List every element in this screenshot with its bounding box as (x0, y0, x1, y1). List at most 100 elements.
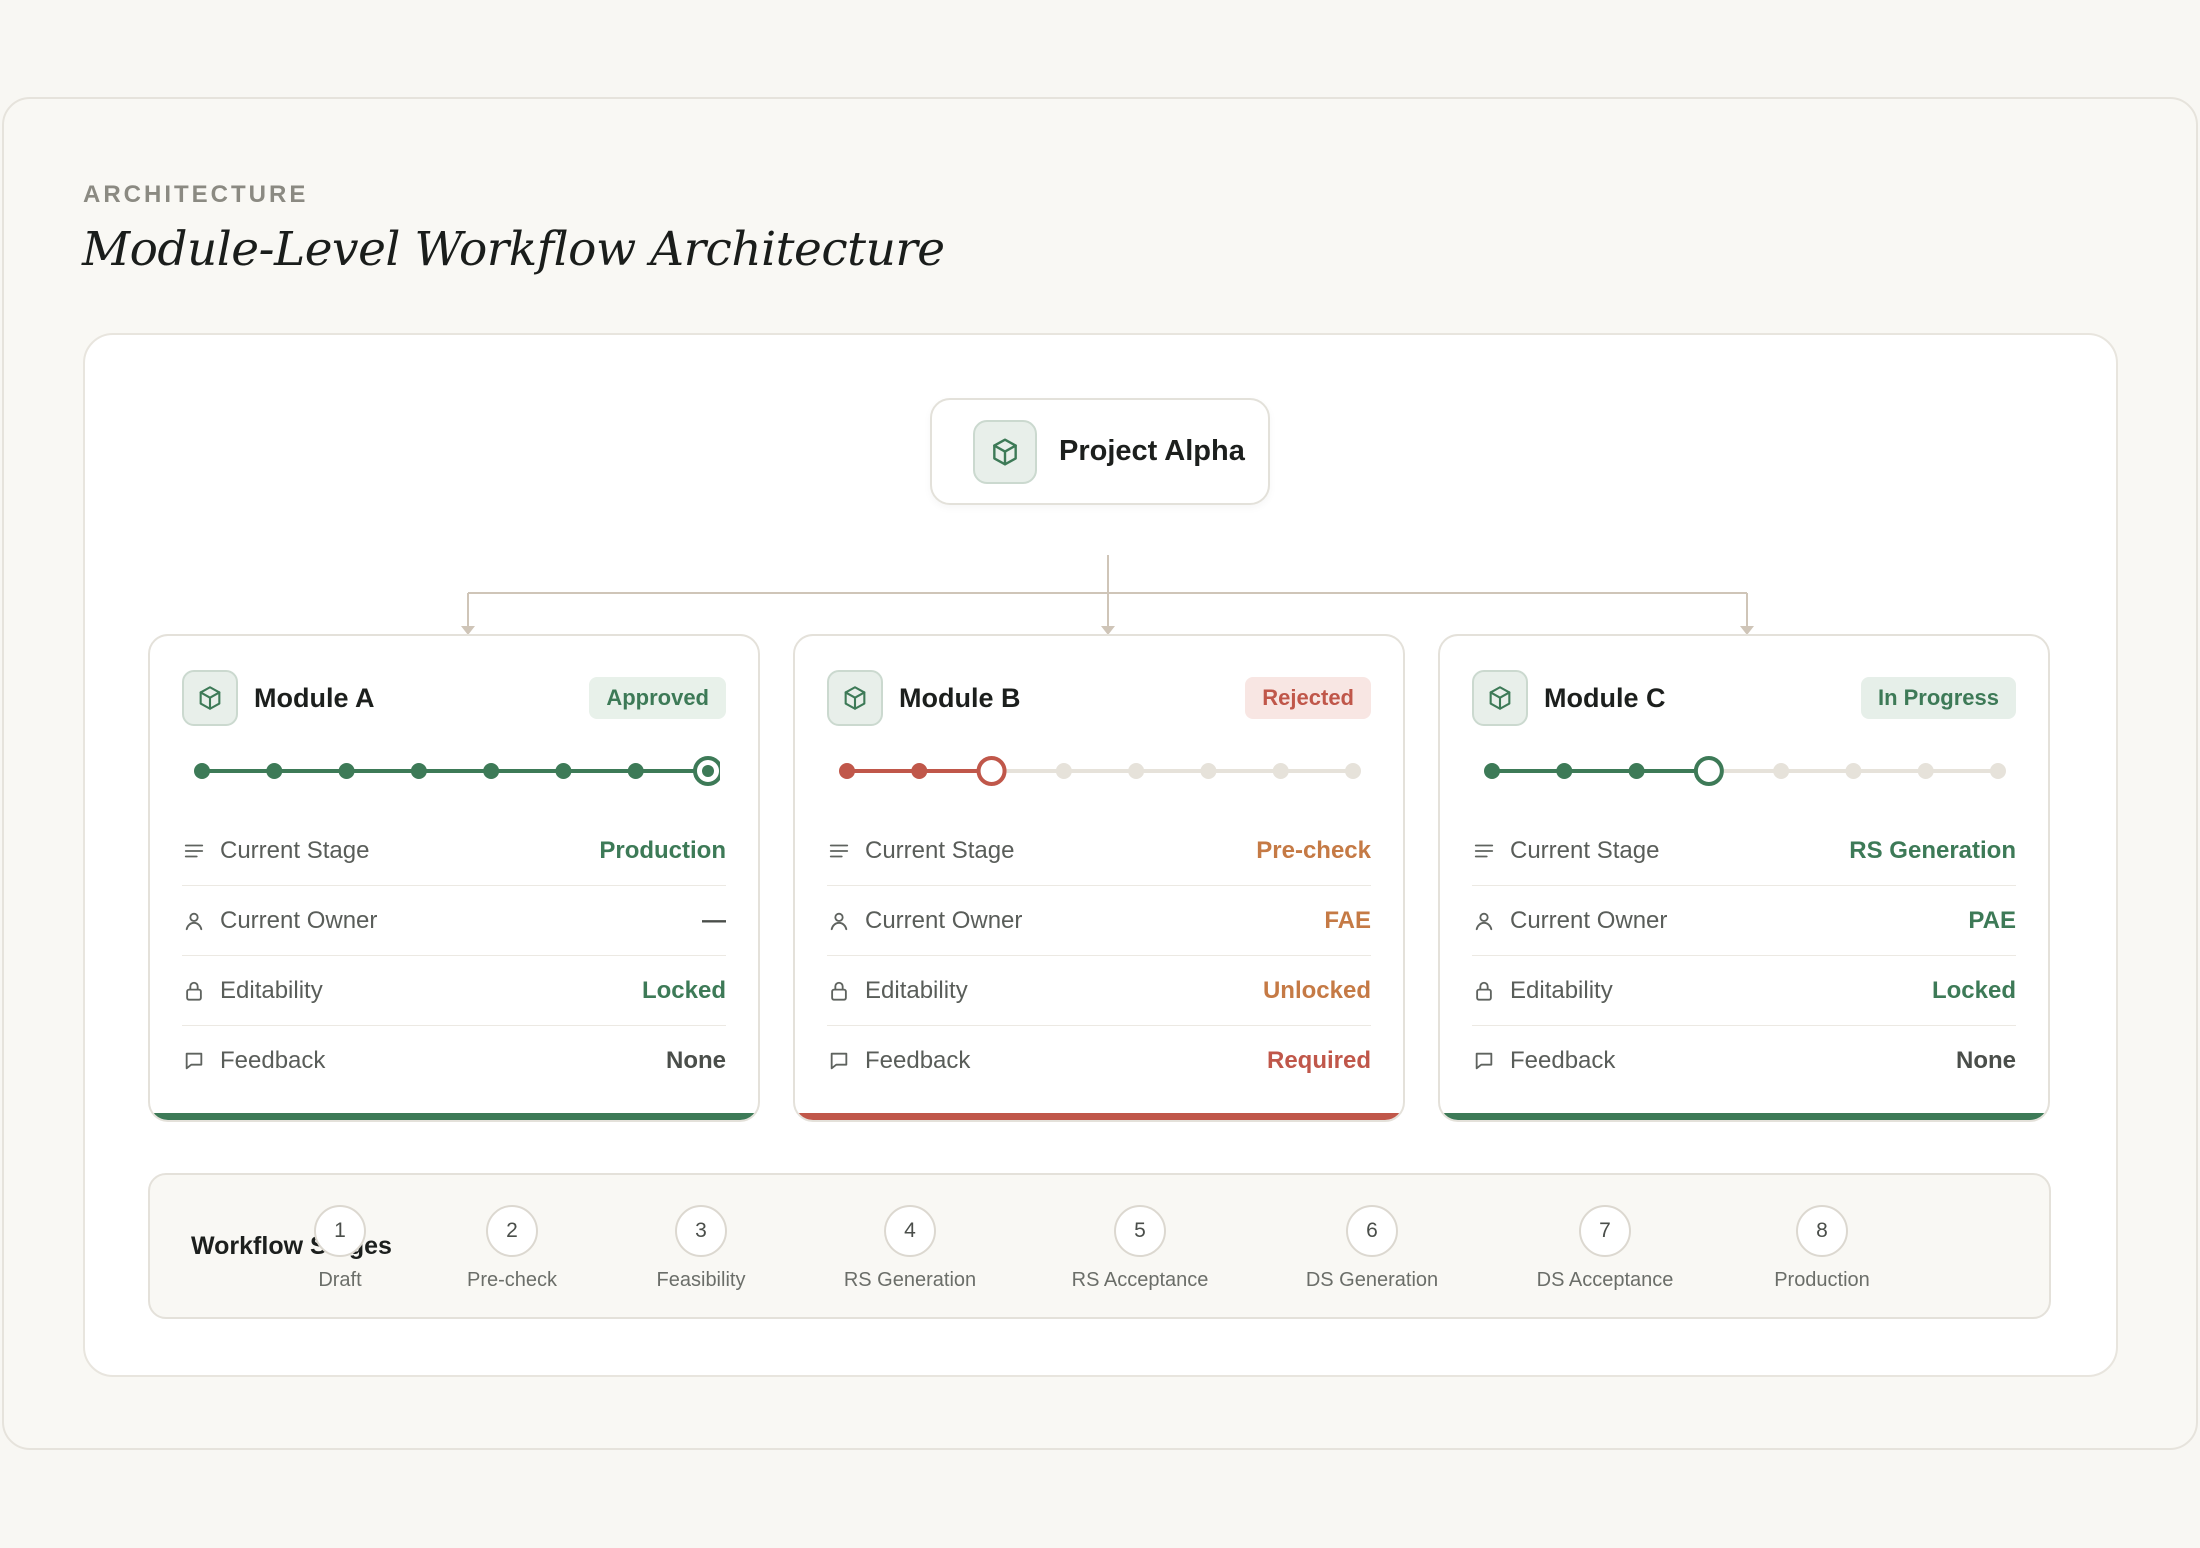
row-value: RS Generation (1849, 836, 2016, 864)
module-card-a[interactable]: Module A Approved Current Stage Productio… (148, 634, 760, 1122)
row-value: None (1956, 1047, 2016, 1074)
workflow-stages-legend: Workflow Stages 1 Draft 2 Pre-check 3 Feasibi… (148, 1173, 2051, 1319)
row-value: PAE (1968, 906, 2016, 934)
info-row: Feedback Required (827, 1026, 1371, 1096)
stage-label: DS Generation (1305, 1269, 1439, 1291)
info-row: Feedback None (1472, 1026, 2016, 1096)
stage-label: RS Acceptance (1071, 1269, 1209, 1291)
info-row: Current Stage RS Generation (1472, 816, 2016, 886)
stage-number: 7 (1579, 1205, 1631, 1257)
stage-dot-4 (410, 763, 427, 779)
info-row: Current Stage Production (182, 816, 726, 886)
row-label: Feedback (1510, 1047, 1616, 1074)
info-row: Editability Locked (182, 956, 726, 1026)
stage-label: Draft (318, 1269, 362, 1291)
stage-progress-track (194, 756, 720, 786)
stage-dot-1 (1484, 763, 1500, 779)
row-label: Current Owner (1510, 906, 1668, 934)
cube-icon (827, 670, 883, 726)
stage-number: 8 (1796, 1205, 1848, 1257)
lock-icon (182, 979, 206, 1003)
status-bar (1440, 1113, 2048, 1120)
stage-number: 3 (675, 1205, 727, 1257)
comment-icon (182, 1049, 206, 1073)
user-icon (827, 909, 851, 933)
info-row: Editability Unlocked (827, 956, 1371, 1026)
stage-label: DS Acceptance (1536, 1269, 1674, 1291)
module-name: Module A (254, 682, 375, 713)
module-card-c[interactable]: Module C In Progress Current Stage RS Gen… (1438, 634, 2050, 1122)
lines-icon (1472, 839, 1496, 863)
user-icon (1472, 909, 1496, 933)
stage-dot-4 (1055, 763, 1072, 779)
stage-item: 6 DS Generation (1272, 1205, 1472, 1292)
status-badge: In Progress (1860, 677, 2016, 719)
status-badge: Rejected (1245, 677, 1371, 719)
status-badge: Approved (589, 677, 726, 719)
lock-icon (1472, 979, 1496, 1003)
cube-icon (973, 419, 1037, 484)
info-row: Current Stage Pre-check (827, 816, 1371, 886)
stage-dot-4 (1693, 756, 1724, 786)
status-bar (795, 1113, 1403, 1120)
info-row: Current Owner FAE (827, 886, 1371, 956)
row-value: Unlocked (1262, 976, 1371, 1004)
lines-icon (827, 839, 851, 863)
stage-dot-2 (266, 763, 283, 779)
stage-dot-5 (1773, 763, 1790, 779)
row-label: Current Stage (865, 836, 1015, 864)
stage-dot-7 (627, 763, 644, 779)
stage-dot-8 (1990, 763, 2006, 779)
stage-number: 1 (314, 1205, 366, 1257)
stage-dot-2 (1556, 763, 1573, 779)
user-icon (182, 909, 206, 933)
stage-item: 8 Production (1722, 1205, 1922, 1292)
stage-item: 4 RS Generation (810, 1205, 1010, 1292)
section-eyebrow: ARCHITECTURE (83, 181, 309, 208)
row-value: Pre-check (1256, 836, 1371, 864)
stage-dot-6 (1200, 763, 1217, 779)
row-label: Editability (1510, 976, 1613, 1004)
stage-dot-5 (1128, 763, 1145, 779)
row-value: FAE (1324, 906, 1371, 934)
root-node-label: Project Alpha (1059, 435, 1245, 467)
stage-progress-track (839, 756, 1361, 786)
stage-item: 7 DS Acceptance (1505, 1205, 1705, 1292)
stage-label: Production (1774, 1269, 1870, 1291)
stage-item: 1 Draft (240, 1205, 440, 1292)
row-label: Feedback (220, 1047, 326, 1074)
cube-icon (1472, 670, 1528, 726)
row-label: Feedback (865, 1047, 971, 1074)
stage-label: RS Generation (843, 1269, 977, 1291)
stage-number: 5 (1114, 1205, 1166, 1257)
row-value: — (702, 906, 726, 934)
stage-progress-track (1484, 756, 2006, 786)
row-label: Editability (865, 976, 968, 1004)
row-label: Current Stage (220, 836, 370, 864)
stage-label: Pre-check (466, 1269, 558, 1291)
stage-dot-8 (1345, 763, 1361, 779)
info-row: Editability Locked (1472, 956, 2016, 1026)
row-label: Current Owner (220, 906, 378, 934)
row-label: Current Stage (1510, 836, 1660, 864)
root-node-project[interactable]: Project Alpha (930, 398, 1270, 505)
stage-item: 3 Feasibility (601, 1205, 801, 1292)
module-name: Module B (899, 682, 1021, 713)
stage-item: 5 RS Acceptance (1040, 1205, 1240, 1292)
stage-dot-1 (839, 763, 855, 779)
row-value: Locked (641, 976, 726, 1004)
stage-dot-6 (1845, 763, 1862, 779)
comment-icon (827, 1049, 851, 1073)
info-row: Current Owner PAE (1472, 886, 2016, 956)
stage-dot-2 (911, 763, 928, 779)
info-row: Current Owner — (182, 886, 726, 956)
stage-dot-3 (976, 756, 1007, 786)
stage-number: 4 (884, 1205, 936, 1257)
stage-dot-6 (555, 763, 572, 779)
stage-dot-8 (693, 756, 720, 786)
stage-dot-3 (338, 763, 355, 779)
row-value: Production (599, 836, 726, 864)
module-card-b[interactable]: Module B Rejected Current Stage Pre-check… (793, 634, 1405, 1122)
lines-icon (182, 839, 206, 863)
